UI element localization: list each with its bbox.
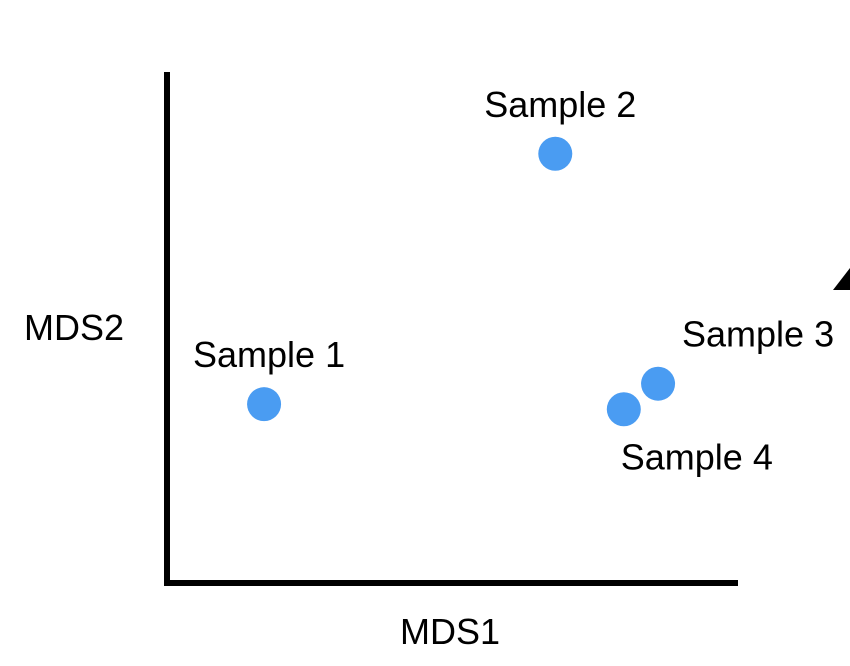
points-layer: Sample 1 Sample 2 Sample 3 Sample 4 [193,84,834,478]
point-sample-3 [641,366,676,401]
y-axis-label: MDS2 [24,307,124,348]
point-sample-4 [606,392,641,427]
axes-frame [164,72,738,586]
point-label-sample-3: Sample 3 [682,314,834,355]
point-label-sample-4: Sample 4 [621,436,773,477]
point-label-sample-2: Sample 2 [484,84,636,125]
cropped-arrow-icon [833,268,850,290]
point-sample-2 [538,136,573,171]
point-label-sample-1: Sample 1 [193,334,345,375]
point-sample-1 [247,387,282,422]
x-axis-label: MDS1 [400,611,500,652]
